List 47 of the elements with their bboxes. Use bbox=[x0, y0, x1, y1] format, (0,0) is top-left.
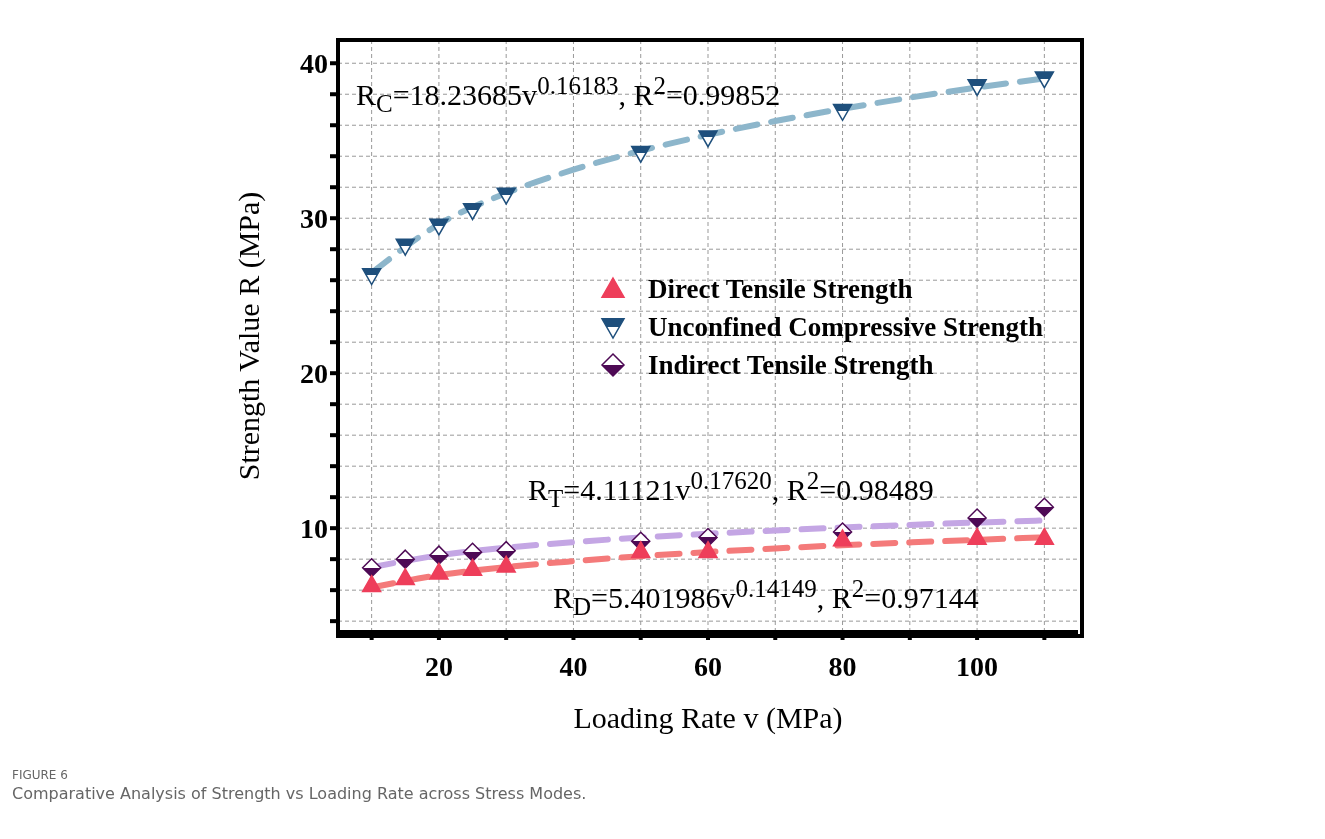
y-tick-label: 10 bbox=[300, 513, 328, 545]
y-tick-label: 30 bbox=[300, 203, 328, 235]
point bbox=[698, 527, 718, 548]
annotation: R$_{D}$=5.401986v$^{0.14149}$, R$^{2}$=0.97144 bbox=[553, 575, 979, 621]
point bbox=[1034, 71, 1055, 89]
point bbox=[429, 562, 449, 580]
annotation: R$_{T}$=4.11121v$^{0.17620}$, R$^{2}$=0.98489 bbox=[528, 467, 934, 513]
point bbox=[698, 540, 718, 559]
point bbox=[462, 542, 483, 562]
point bbox=[967, 78, 987, 97]
point bbox=[832, 103, 853, 122]
point bbox=[429, 218, 449, 236]
point bbox=[967, 508, 987, 528]
point bbox=[630, 540, 651, 559]
x-axis-title: Loading Rate v (MPa) bbox=[573, 701, 843, 735]
point bbox=[1034, 527, 1055, 545]
point bbox=[395, 549, 416, 569]
y-tick-label: 40 bbox=[300, 48, 328, 80]
y-axis-title: Strength Value R (MPa) bbox=[231, 191, 266, 481]
point bbox=[496, 555, 516, 573]
legend-label: Unconfined Compressive Strength bbox=[648, 311, 1044, 343]
point bbox=[496, 187, 516, 205]
x-tick-label: 100 bbox=[956, 650, 999, 682]
legend-label: Direct Tensile Strength bbox=[648, 273, 913, 305]
point bbox=[462, 558, 483, 576]
legend-label: Indirect Tensile Strength bbox=[648, 349, 934, 381]
x-tick-label: 20 bbox=[424, 650, 453, 682]
annotation: R$_{C}$=18.23685v$^{0.16183}$, R$^{2}$=0.99852 bbox=[356, 72, 781, 118]
text: Comparative Analysis of Strength vs Loading Rate across Stress Modes. bbox=[12, 784, 588, 803]
point bbox=[698, 130, 718, 148]
point bbox=[395, 238, 416, 256]
point bbox=[967, 527, 987, 545]
point bbox=[361, 557, 382, 578]
point bbox=[361, 268, 382, 286]
point bbox=[429, 545, 449, 565]
y-tick-label: 20 bbox=[300, 358, 328, 390]
point bbox=[1034, 497, 1055, 517]
point bbox=[832, 529, 853, 547]
caption: FIGURE 6 bbox=[12, 768, 69, 782]
x-tick-label: 60 bbox=[694, 650, 722, 682]
x-tick-label: 40 bbox=[559, 650, 588, 682]
point bbox=[395, 568, 416, 586]
x-tick-label: 80 bbox=[828, 650, 857, 682]
point bbox=[361, 574, 382, 593]
point bbox=[630, 145, 651, 163]
point bbox=[496, 540, 516, 561]
point bbox=[462, 202, 483, 221]
